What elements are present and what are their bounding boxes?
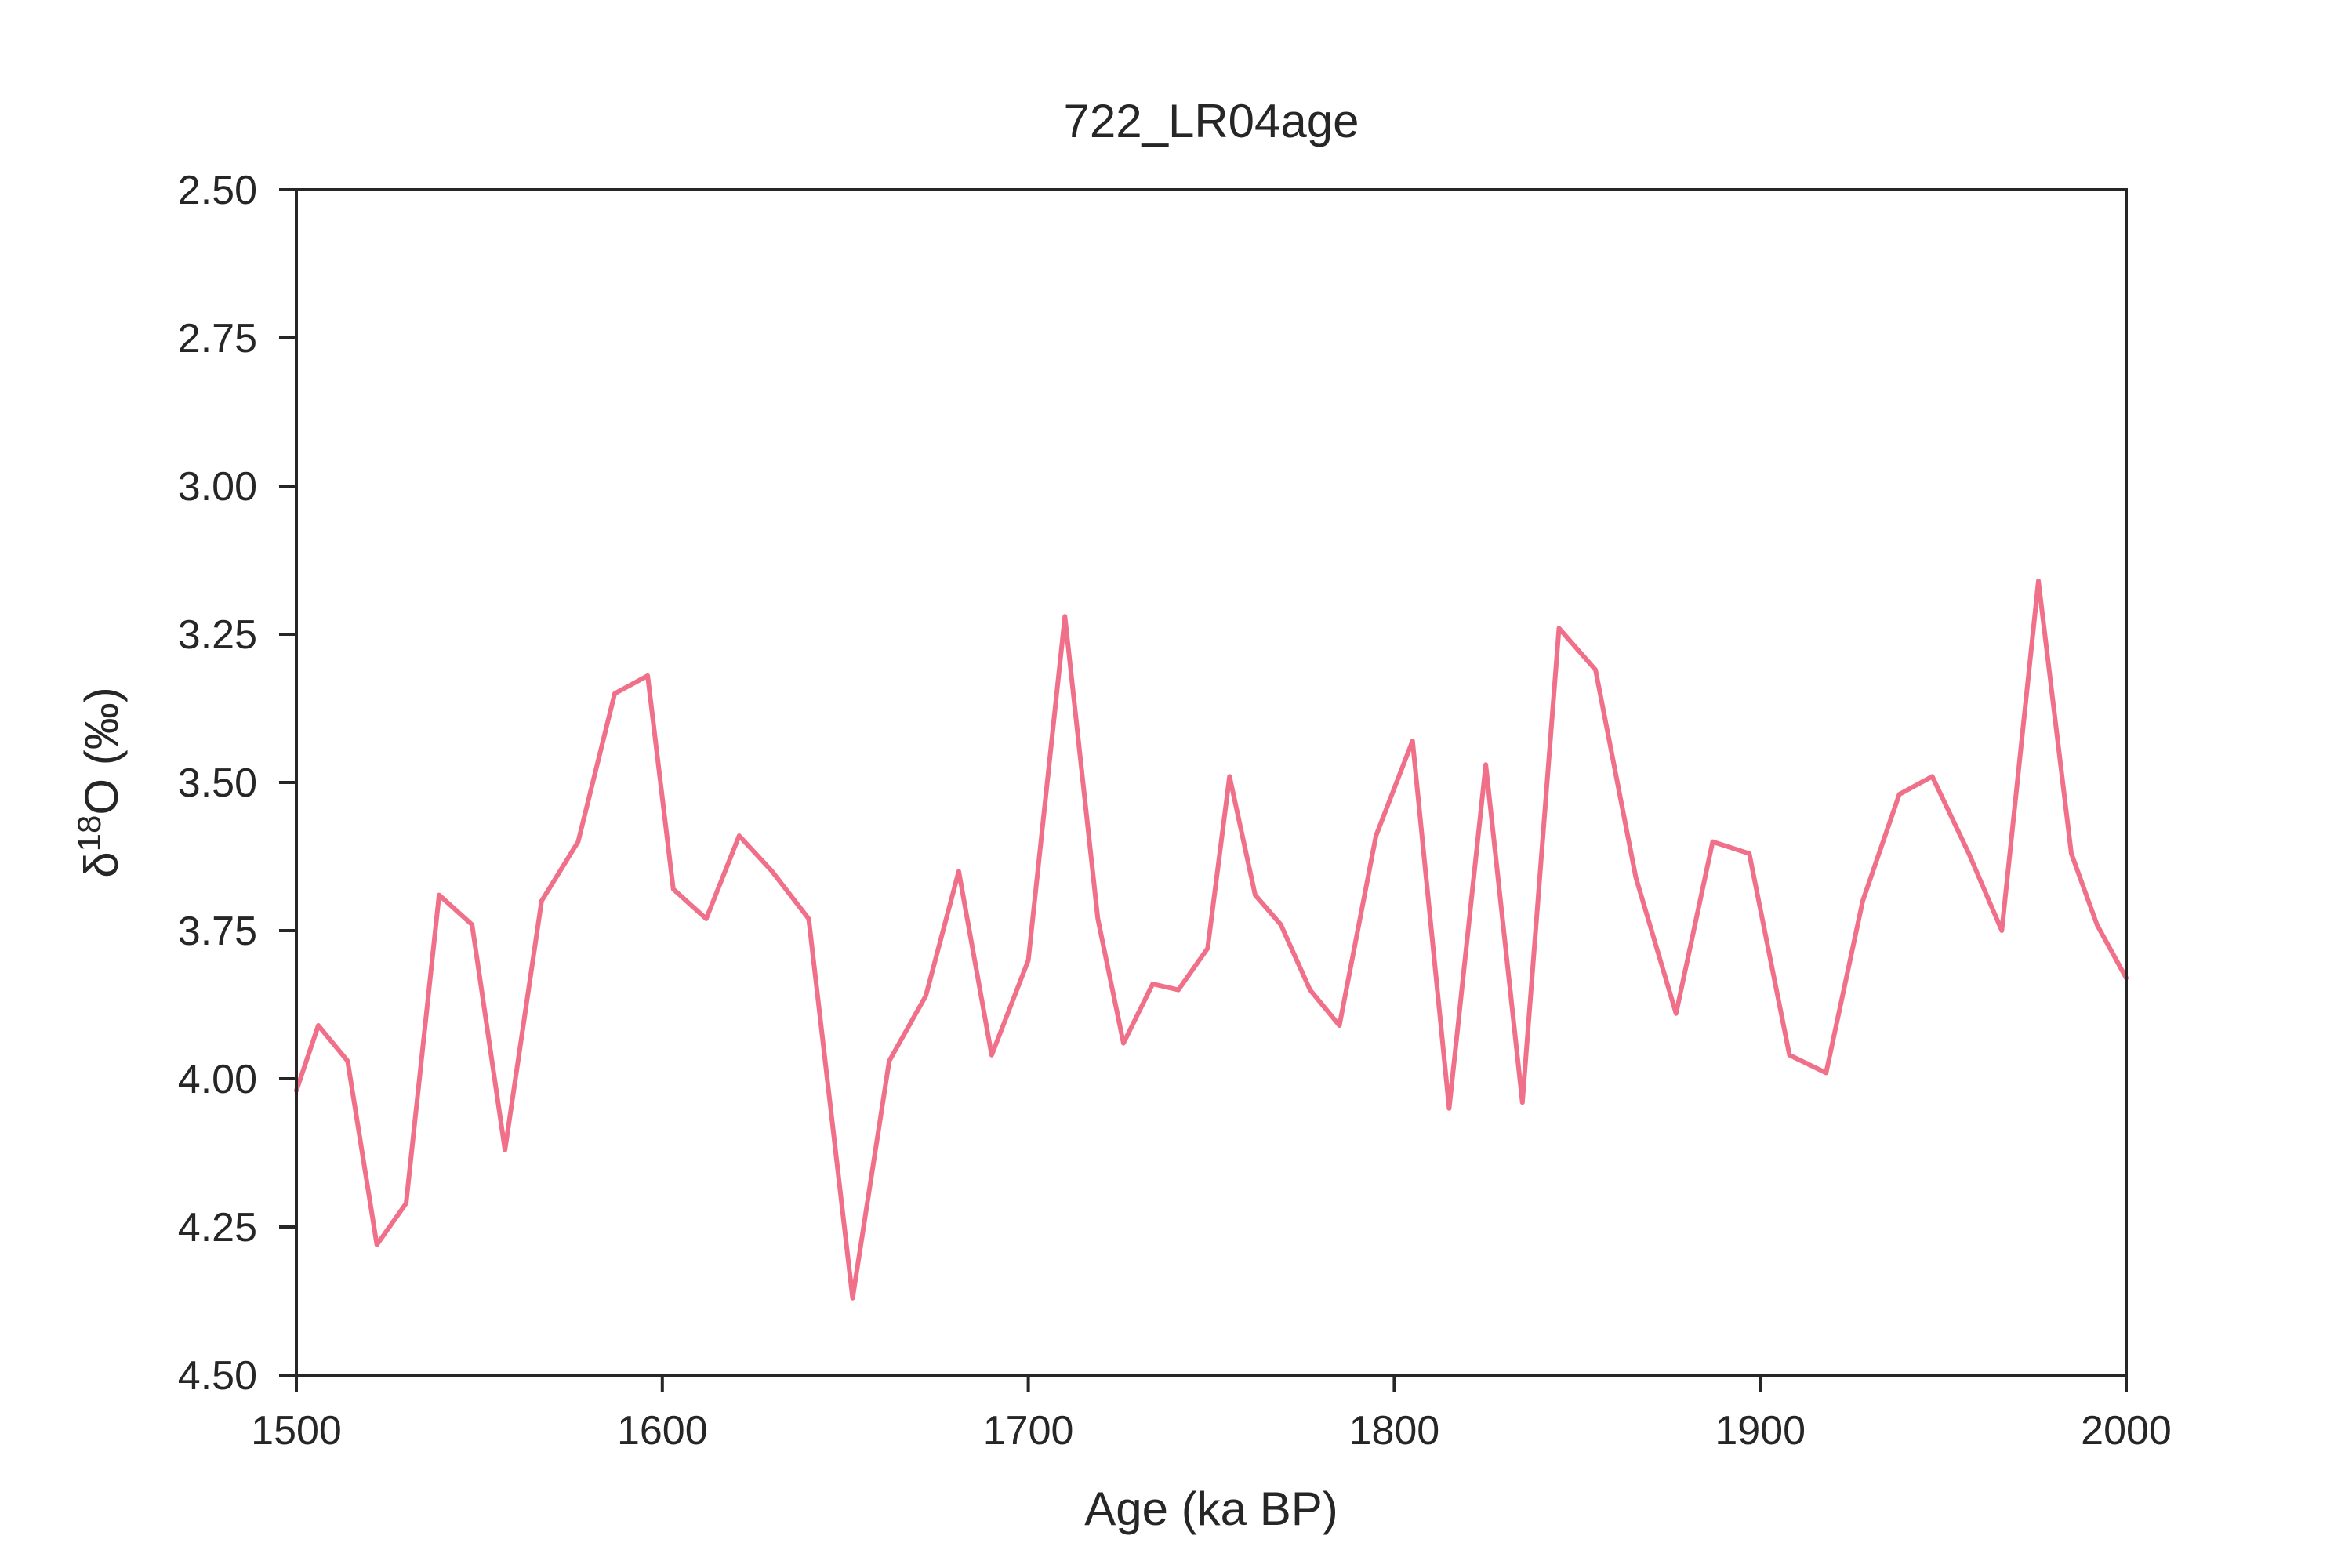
y-axis-title-superscript: 18 <box>71 815 107 852</box>
y-tick-label: 2.75 <box>178 316 257 361</box>
x-tick-label: 1900 <box>1715 1408 1806 1454</box>
y-tick-label: 4.50 <box>178 1353 257 1399</box>
x-tick-label: 1700 <box>983 1408 1074 1454</box>
y-tick-label: 3.00 <box>178 464 257 510</box>
x-tick-label: 1800 <box>1349 1408 1440 1454</box>
chart-title: 722_LR04age <box>1063 95 1359 147</box>
y-axis-title-rest: O (‰) <box>75 687 128 815</box>
x-tick-label: 1500 <box>251 1408 342 1454</box>
y-tick-label: 3.50 <box>178 760 257 806</box>
x-tick-label: 1600 <box>617 1408 708 1454</box>
x-tick-label: 2000 <box>2081 1408 2172 1454</box>
ticks-layer: 1500 1600 1700 1800 1900 2000 2.50 2.75 3.00 3.25… <box>178 168 2172 1454</box>
y-tick-label: 4.00 <box>178 1057 257 1102</box>
y-tick-label: 4.25 <box>178 1205 257 1250</box>
y-axis-title: δ18O (‰) <box>71 687 128 877</box>
series-line <box>294 579 2129 1301</box>
y-tick-label: 3.25 <box>178 612 257 658</box>
x-axis-title: Age (ka BP) <box>1084 1483 1338 1535</box>
data-layer <box>294 579 2129 1301</box>
y-tick-label: 2.50 <box>178 168 257 213</box>
y-tick-label: 3.75 <box>178 909 257 954</box>
plot-frame <box>295 188 2128 1377</box>
y-axis-title-delta: δ <box>75 851 128 877</box>
